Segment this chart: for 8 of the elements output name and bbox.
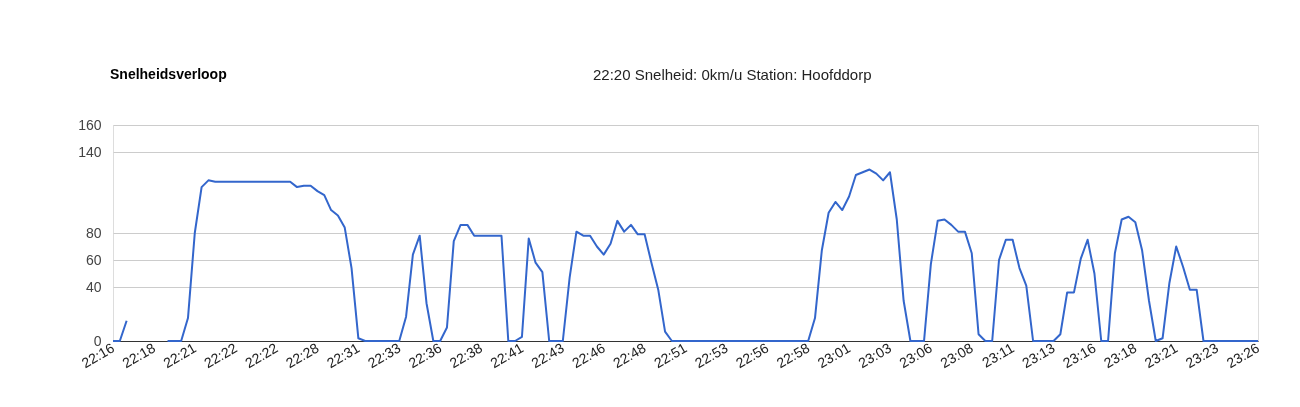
y-tick-label: 160 xyxy=(78,116,102,133)
y-tick-label: 80 xyxy=(85,224,102,241)
y-tick-label: 140 xyxy=(78,143,102,160)
text: 22:20 Snelheid: 0km/u Station: Hoofddorp xyxy=(593,66,872,83)
y-tick-label: 0 xyxy=(93,332,102,349)
chart-title: Snelheidsverloop xyxy=(110,66,227,82)
y-tick-label: 60 xyxy=(85,251,102,268)
y-tick-label: 40 xyxy=(85,278,102,295)
